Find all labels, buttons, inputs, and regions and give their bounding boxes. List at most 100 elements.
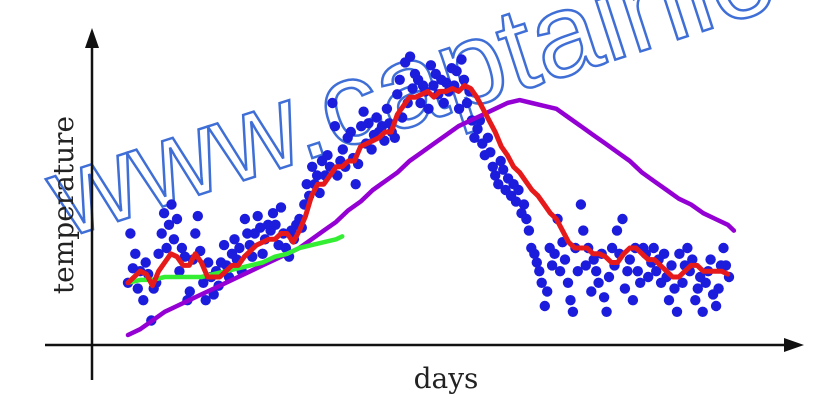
data-point: [601, 306, 612, 317]
data-point: [518, 199, 530, 210]
data-point: [322, 150, 333, 161]
data-point: [710, 300, 722, 312]
x-axis-label: days: [414, 362, 479, 395]
data-point: [428, 80, 439, 91]
data-point: [598, 292, 610, 303]
data-point: [603, 271, 615, 283]
data-point: [161, 242, 172, 254]
data-point: [578, 225, 589, 236]
data-point: [482, 132, 494, 143]
data-point: [539, 300, 550, 312]
data-point: [658, 248, 670, 259]
data-point: [404, 51, 416, 62]
data-point: [697, 306, 708, 317]
data-point: [163, 219, 175, 230]
data-point: [168, 234, 180, 245]
data-point: [498, 164, 509, 175]
data-point: [171, 213, 183, 225]
data-point: [363, 118, 374, 129]
data-point: [619, 283, 631, 294]
data-point: [705, 254, 716, 265]
data-point: [350, 179, 361, 190]
data-point: [542, 286, 553, 297]
data-point: [301, 179, 312, 190]
data-point: [529, 248, 540, 259]
data-point: [394, 74, 405, 86]
y-axis-arrow-icon: [85, 28, 99, 48]
data-point: [438, 97, 449, 109]
data-point: [591, 266, 602, 277]
data-point: [203, 257, 214, 268]
data-point: [252, 210, 263, 222]
data-point: [632, 266, 643, 277]
y-axis-label: temperature: [47, 116, 80, 294]
data-point: [257, 248, 268, 259]
data-point: [138, 295, 149, 306]
data-point: [275, 202, 287, 213]
data-point: [617, 213, 628, 225]
data-point: [415, 97, 426, 109]
data-point: [559, 254, 571, 265]
data-point: [307, 161, 318, 172]
data-point: [456, 54, 467, 65]
data-point: [531, 257, 542, 268]
data-point: [392, 89, 403, 100]
data-point: [720, 260, 732, 271]
data-point: [572, 266, 583, 277]
data-point: [554, 266, 566, 277]
data-point: [671, 306, 683, 317]
ewa-green-line: [125, 234, 345, 286]
data-point: [565, 295, 576, 306]
data-point: [495, 155, 506, 167]
data-point: [366, 144, 377, 155]
data-point: [461, 97, 473, 109]
data-point: [239, 213, 251, 225]
data-point: [130, 248, 141, 259]
data-point: [200, 295, 211, 306]
data-point: [407, 83, 418, 94]
data-point: [327, 97, 338, 109]
data-point: [472, 123, 483, 135]
data-point: [575, 199, 587, 210]
data-point: [153, 248, 164, 259]
data-point: [166, 199, 177, 210]
data-point: [192, 210, 203, 222]
data-point: [156, 228, 167, 239]
data-point: [425, 60, 437, 71]
data-point: [255, 222, 266, 233]
data-point: [692, 283, 703, 294]
data-point: [280, 242, 292, 254]
data-point: [718, 242, 729, 254]
data-point: [648, 242, 659, 254]
data-point: [666, 260, 677, 271]
data-point: [586, 286, 597, 297]
data-point: [381, 103, 393, 115]
data-point: [218, 239, 230, 251]
data-point: [651, 266, 662, 277]
axes: [45, 28, 804, 380]
data-point: [190, 228, 201, 239]
data-point: [627, 295, 639, 306]
data-point: [469, 132, 480, 143]
data-point: [453, 103, 465, 115]
data-point: [643, 271, 654, 283]
data-point: [674, 248, 685, 259]
data-point: [606, 242, 618, 254]
data-point: [521, 213, 532, 225]
data-point: [490, 170, 501, 181]
data-point: [229, 234, 240, 245]
data-point: [311, 170, 323, 181]
data-point: [536, 277, 547, 288]
data-point: [337, 144, 348, 155]
data-point: [611, 225, 623, 236]
data-point: [174, 266, 185, 277]
data-point: [358, 106, 369, 117]
data-point: [690, 295, 701, 306]
data-point: [451, 65, 462, 77]
data-point: [267, 208, 279, 219]
data-point: [389, 132, 400, 143]
data-point: [580, 260, 591, 271]
data-point: [441, 77, 452, 88]
data-point: [687, 254, 698, 265]
